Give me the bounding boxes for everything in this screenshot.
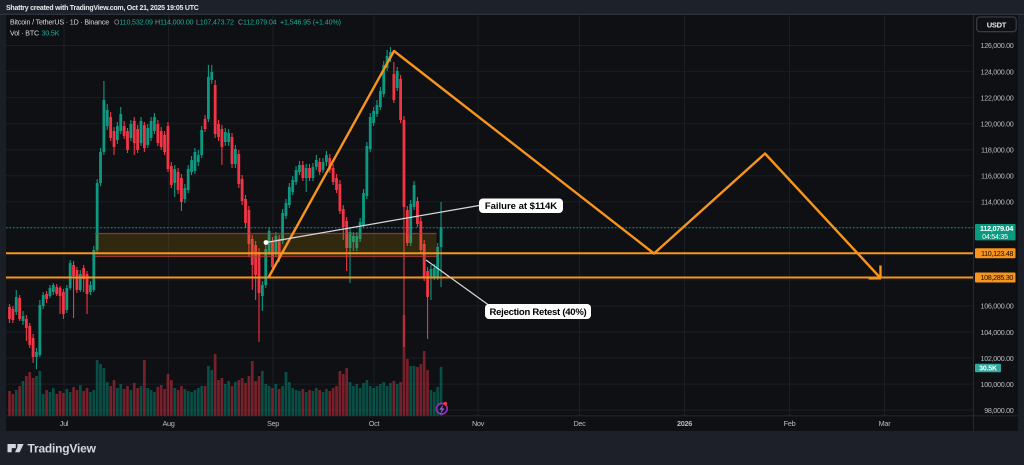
svg-text:Sep: Sep <box>267 419 279 428</box>
svg-text:126,000.00: 126,000.00 <box>981 41 1014 50</box>
svg-text:98,000.00: 98,000.00 <box>984 406 1014 415</box>
svg-text:Feb: Feb <box>784 419 796 428</box>
svg-text:106,000.00: 106,000.00 <box>981 302 1014 311</box>
svg-text:TradingView: TradingView <box>28 442 97 456</box>
svg-text:USDT: USDT <box>987 21 1007 30</box>
svg-text:100,000.00: 100,000.00 <box>981 380 1014 389</box>
svg-text:2026: 2026 <box>677 419 692 428</box>
svg-text:Bitcoin / TetherUS · 1D · Bina: Bitcoin / TetherUS · 1D · Binance <box>10 19 109 27</box>
svg-text:122,000.00: 122,000.00 <box>981 93 1014 102</box>
svg-text:108,285.30: 108,285.30 <box>981 273 1014 282</box>
svg-text:120,000.00: 120,000.00 <box>981 119 1014 128</box>
svg-text:Oct: Oct <box>369 419 380 428</box>
svg-text:102,000.00: 102,000.00 <box>981 354 1014 363</box>
svg-text:118,000.00: 118,000.00 <box>981 145 1014 154</box>
svg-text:104,000.00: 104,000.00 <box>981 328 1014 337</box>
svg-text:Mar: Mar <box>879 419 892 428</box>
svg-text:Vol · BTC: Vol · BTC <box>10 30 39 38</box>
svg-text:Aug: Aug <box>162 419 174 428</box>
svg-text:110,123.48: 110,123.48 <box>981 249 1013 258</box>
svg-text:Jul: Jul <box>60 419 69 428</box>
svg-text:Nov: Nov <box>472 419 485 428</box>
svg-text:Dec: Dec <box>573 419 586 428</box>
svg-text:112,079.04: 112,079.04 <box>980 224 1014 233</box>
svg-text:30.5K: 30.5K <box>42 30 60 38</box>
svg-text:116,000.00: 116,000.00 <box>981 172 1014 181</box>
svg-text:30.5K: 30.5K <box>979 366 997 373</box>
svg-text:124,000.00: 124,000.00 <box>981 67 1014 76</box>
svg-text:Failure at $114K: Failure at $114K <box>485 201 557 212</box>
svg-text:04:54:35: 04:54:35 <box>982 234 1008 241</box>
svg-text:Shattry created with TradingVi: Shattry created with TradingView.com, Oc… <box>6 5 199 12</box>
svg-text:114,000.00: 114,000.00 <box>981 198 1014 207</box>
svg-text:Rejection Retest (40%): Rejection Retest (40%) <box>490 307 587 318</box>
